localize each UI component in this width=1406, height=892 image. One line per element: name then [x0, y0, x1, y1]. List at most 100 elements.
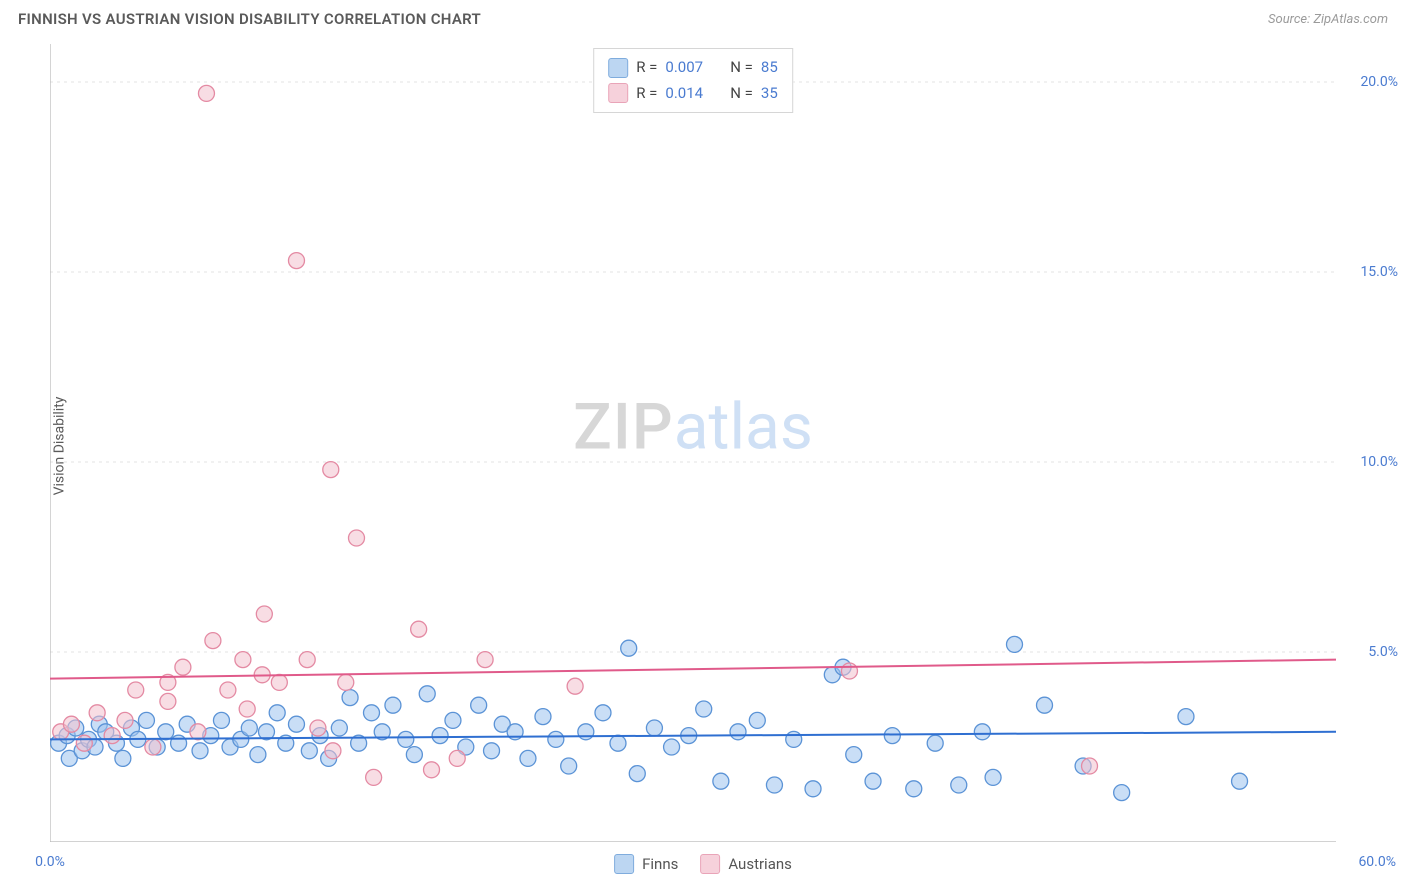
data-point	[884, 728, 900, 744]
legend-row: R = 0.014 N = 35	[608, 81, 778, 107]
series-legend-item: Austrians	[700, 854, 792, 874]
chart-header: FINNISH VS AUSTRIAN VISION DISABILITY CO…	[0, 0, 1406, 34]
data-point	[610, 735, 626, 751]
series-legend: Finns Austrians	[614, 854, 792, 874]
data-point	[567, 678, 583, 694]
data-point	[561, 758, 577, 774]
data-point	[342, 690, 358, 706]
data-point	[419, 686, 435, 702]
data-point	[364, 705, 380, 721]
data-point	[621, 640, 637, 656]
source-name: ZipAtlas.com	[1313, 12, 1388, 27]
data-point	[175, 659, 191, 675]
data-point	[158, 724, 174, 740]
data-point	[325, 743, 341, 759]
data-point	[1114, 785, 1130, 801]
data-point	[89, 705, 105, 721]
data-point	[256, 606, 272, 622]
data-point	[484, 743, 500, 759]
data-point	[477, 652, 493, 668]
data-point	[696, 701, 712, 717]
legend-n-value: 35	[761, 81, 778, 107]
data-point	[646, 720, 662, 736]
legend-n-value: 85	[761, 55, 778, 81]
x-tick-label: 60.0%	[1358, 854, 1396, 870]
data-point	[128, 682, 144, 698]
data-point	[205, 633, 221, 649]
data-point	[1232, 773, 1248, 789]
data-point	[445, 712, 461, 728]
data-point	[927, 735, 943, 751]
data-point	[220, 682, 236, 698]
series-legend-label: Austrians	[728, 855, 792, 873]
data-point	[449, 750, 465, 766]
source-attribution: Source: ZipAtlas.com	[1268, 12, 1388, 27]
data-point	[805, 781, 821, 797]
legend-row: R = 0.007 N = 85	[608, 55, 778, 81]
data-point	[310, 720, 326, 736]
data-point	[323, 462, 339, 478]
data-point	[841, 663, 857, 679]
data-point	[138, 712, 154, 728]
data-point	[595, 705, 611, 721]
legend-n-label: N =	[730, 55, 753, 81]
data-point	[192, 743, 208, 759]
chart-area: ZIPatlas R = 0.007 N = 85R = 0.014 N = 3…	[50, 44, 1336, 842]
data-point	[786, 731, 802, 747]
data-point	[411, 621, 427, 637]
data-point	[76, 735, 92, 751]
data-point	[271, 674, 287, 690]
legend-swatch	[614, 854, 634, 874]
legend-r-value: 0.014	[665, 81, 703, 107]
data-point	[406, 747, 422, 763]
data-point	[301, 743, 317, 759]
data-point	[424, 762, 440, 778]
data-point	[846, 747, 862, 763]
data-point	[288, 253, 304, 269]
data-point	[115, 750, 131, 766]
legend-r-value: 0.007	[665, 55, 703, 81]
y-tick-label: 5.0%	[1368, 644, 1398, 660]
data-point	[432, 728, 448, 744]
data-point	[299, 652, 315, 668]
data-point	[578, 724, 594, 740]
data-point	[535, 709, 551, 725]
data-point	[269, 705, 285, 721]
data-point	[190, 724, 206, 740]
y-tick-label: 15.0%	[1360, 264, 1398, 280]
legend-n-label: N =	[730, 81, 753, 107]
data-point	[241, 720, 257, 736]
correlation-legend: R = 0.007 N = 85R = 0.014 N = 35	[593, 48, 793, 113]
data-point	[985, 769, 1001, 785]
data-point	[104, 728, 120, 744]
data-point	[974, 724, 990, 740]
series-legend-item: Finns	[614, 854, 678, 874]
y-tick-label: 10.0%	[1360, 454, 1398, 470]
data-point	[865, 773, 881, 789]
series-legend-label: Finns	[642, 855, 678, 873]
data-point	[160, 693, 176, 709]
scatter-chart-svg	[50, 44, 1336, 842]
legend-r-label: R =	[636, 55, 657, 81]
data-point	[1178, 709, 1194, 725]
data-point	[117, 712, 133, 728]
data-point	[338, 674, 354, 690]
data-point	[250, 747, 266, 763]
data-point	[288, 716, 304, 732]
data-point	[385, 697, 401, 713]
data-point	[520, 750, 536, 766]
data-point	[906, 781, 922, 797]
data-point	[1037, 697, 1053, 713]
data-point	[398, 731, 414, 747]
legend-swatch	[700, 854, 720, 874]
data-point	[1082, 758, 1098, 774]
data-point	[713, 773, 729, 789]
data-point	[235, 652, 251, 668]
data-point	[213, 712, 229, 728]
legend-swatch	[608, 83, 628, 103]
data-point	[951, 777, 967, 793]
data-point	[366, 769, 382, 785]
data-point	[145, 739, 161, 755]
data-point	[471, 697, 487, 713]
chart-title: FINNISH VS AUSTRIAN VISION DISABILITY CO…	[18, 10, 481, 28]
